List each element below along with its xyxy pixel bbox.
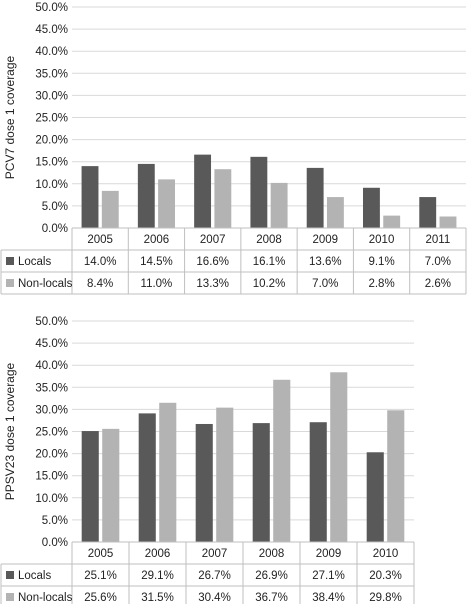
pcv7-bar-non-locals-2006	[158, 179, 176, 228]
ppsv23-bar-locals-2009	[309, 422, 327, 542]
ppsv23-bar-non-locals-2009	[330, 372, 348, 542]
data-label: 25.1%	[84, 570, 117, 582]
y-tick-label: 35.0%	[35, 68, 68, 80]
data-label: 38.4%	[312, 592, 345, 604]
data-label: 25.6%	[84, 592, 117, 604]
pcv7-bar-non-locals-2011	[439, 216, 457, 228]
pcv7-bar-locals-2011	[419, 197, 437, 228]
data-label: 7.0%	[425, 256, 451, 268]
data-label: 7.0%	[312, 278, 338, 290]
legend-key-non-locals	[6, 593, 14, 601]
y-tick-label: 45.0%	[35, 338, 68, 350]
y-tick-label: 0.0%	[42, 223, 68, 235]
ppsv23-bar-non-locals-2007	[216, 407, 234, 542]
pcv7-bar-non-locals-2008	[270, 182, 288, 228]
y-tick-label: 20.0%	[35, 449, 68, 461]
legend-key-non-locals	[6, 279, 14, 287]
data-label: 2.8%	[368, 278, 394, 290]
data-label: 16.6%	[196, 256, 229, 268]
legend-label-locals: Locals	[18, 570, 51, 582]
category-label: 2009	[316, 548, 342, 560]
y-axis-label: PPSV23 dose 1 coverage	[3, 362, 17, 500]
data-label: 27.1%	[312, 570, 345, 582]
data-label: 26.7%	[198, 570, 231, 582]
data-label: 10.2%	[253, 278, 286, 290]
y-tick-label: 20.0%	[35, 135, 68, 147]
y-tick-label: 10.0%	[35, 179, 68, 191]
category-label: 2005	[87, 234, 113, 246]
pcv7-chart: 0.0% 5.0% 10.0% 15.0% 20.0% 25.0% 30.0% 35.0% 40…	[0, 2, 467, 295]
y-tick-label: 5.0%	[42, 515, 68, 527]
pcv7-bar-non-locals-2009	[326, 197, 344, 228]
data-label: 13.6%	[309, 256, 342, 268]
y-tick-label: 40.0%	[35, 46, 68, 58]
legend-key-locals	[6, 257, 14, 265]
data-label: 31.5%	[141, 592, 174, 604]
data-label: 26.9%	[255, 570, 288, 582]
y-tick-label: 10.0%	[35, 493, 68, 505]
pcv7-bar-non-locals-2010	[383, 215, 401, 228]
ppsv23-bar-non-locals-2010	[387, 410, 405, 542]
category-label: 2007	[200, 234, 226, 246]
data-label: 14.5%	[140, 256, 173, 268]
category-label: 2005	[88, 548, 114, 560]
pcv7-bar-locals-2006	[137, 163, 155, 228]
ppsv23-bar-non-locals-2008	[273, 379, 291, 542]
ppsv23-bar-locals-2008	[252, 423, 270, 542]
data-label: 11.0%	[141, 278, 173, 290]
ppsv23-bar-locals-2010	[366, 452, 384, 542]
y-axis-label: PCV7 dose 1 coverage	[3, 55, 17, 179]
ppsv23-bar-non-locals-2005	[102, 428, 120, 542]
y-tick-label: 25.0%	[35, 427, 68, 439]
ppsv23-bar-locals-2005	[81, 431, 99, 542]
y-tick-label: 35.0%	[35, 382, 68, 394]
ppsv23-bar-locals-2006	[138, 413, 156, 542]
y-tick-label: 15.0%	[35, 471, 68, 483]
data-label: 29.1%	[141, 570, 174, 582]
y-tick-label: 50.0%	[35, 2, 68, 14]
category-label: 2010	[369, 234, 395, 246]
pcv7-bar-locals-2008	[250, 156, 268, 228]
data-label: 13.3%	[196, 278, 229, 290]
data-label: 16.1%	[253, 256, 286, 268]
pcv7-bar-locals-2007	[194, 154, 212, 228]
legend-label-locals: Locals	[18, 256, 51, 268]
legend-label-non-locals: Non-locals	[18, 278, 73, 290]
y-tick-label: 5.0%	[42, 201, 68, 213]
data-label: 14.0%	[84, 256, 117, 268]
category-label: 2011	[425, 234, 450, 246]
y-tick-label: 45.0%	[35, 24, 68, 36]
pcv7-bar-non-locals-2007	[214, 169, 232, 228]
y-tick-label: 30.0%	[35, 90, 68, 102]
legend-label-non-locals: Non-locals	[18, 592, 73, 604]
data-label: 20.3%	[369, 570, 402, 582]
category-label: 2008	[259, 548, 285, 560]
ppsv23-bar-non-locals-2006	[159, 402, 177, 542]
ppsv23-bar-locals-2007	[195, 423, 213, 542]
pcv7-bar-locals-2009	[306, 167, 324, 228]
category-label: 2006	[145, 548, 171, 560]
y-tick-label: 30.0%	[35, 404, 68, 416]
pcv7-bar-non-locals-2005	[101, 190, 119, 228]
y-tick-label: 0.0%	[42, 537, 68, 549]
data-label: 8.4%	[87, 278, 113, 290]
data-label: 29.8%	[369, 592, 402, 604]
data-label: 2.6%	[425, 278, 451, 290]
data-label: 36.7%	[255, 592, 288, 604]
category-label: 2006	[144, 234, 170, 246]
y-tick-label: 25.0%	[35, 113, 68, 125]
category-label: 2010	[373, 548, 399, 560]
ppsv23-chart: 0.0% 5.0% 10.0% 15.0% 20.0% 25.0% 30.0% 35.0% 40…	[0, 316, 415, 604]
pcv7-bar-locals-2005	[81, 166, 99, 228]
y-tick-label: 15.0%	[35, 157, 68, 169]
y-tick-label: 50.0%	[35, 316, 68, 328]
legend-key-locals	[6, 571, 14, 579]
pcv7-bar-locals-2010	[362, 187, 380, 228]
category-label: 2007	[202, 548, 228, 560]
category-label: 2008	[256, 234, 282, 246]
data-label: 9.1%	[368, 256, 394, 268]
data-label: 30.4%	[198, 592, 231, 604]
y-tick-label: 40.0%	[35, 360, 68, 372]
category-label: 2009	[312, 234, 338, 246]
